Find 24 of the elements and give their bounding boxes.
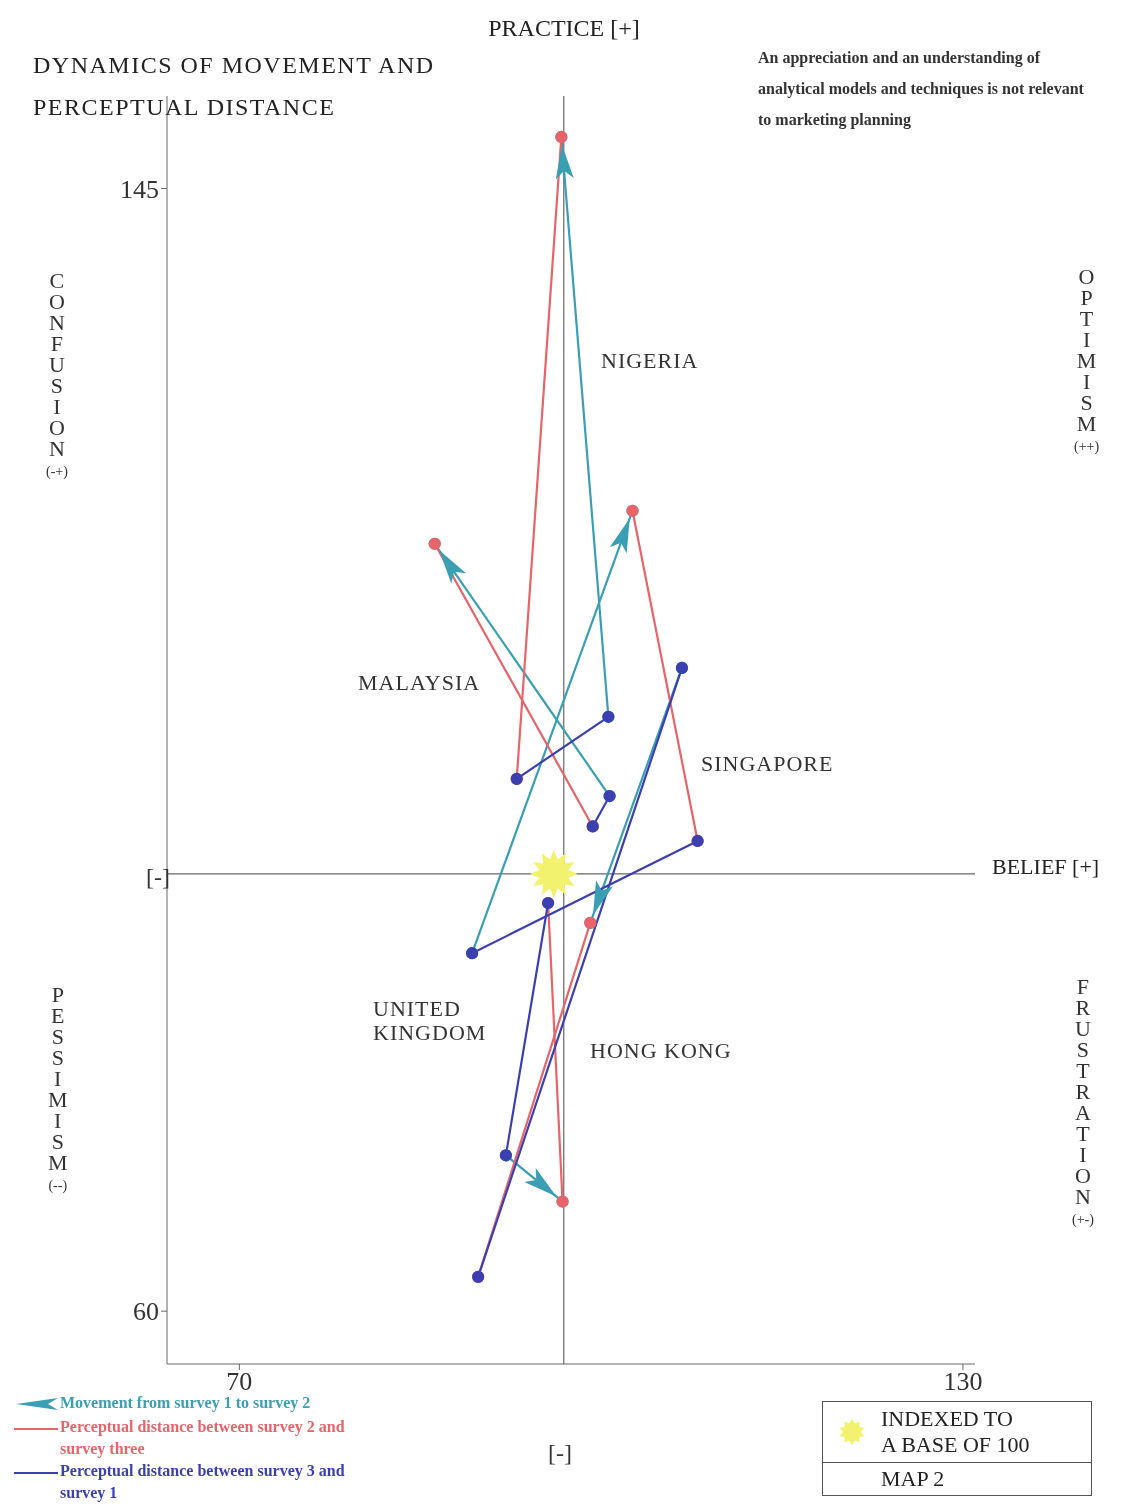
text: INDEXED TO A BASE OF 100 [881, 1406, 1030, 1457]
text: MAP 2 [881, 1466, 945, 1491]
annotation: MALAYSIA [358, 670, 481, 695]
annotation: An appreciation and an understanding of analytical models and techniques is not relevant to marketing planning [758, 49, 1084, 128]
x-tick-label: 70 [226, 1367, 253, 1397]
y-axis-title: PRACTICE [+] [488, 15, 640, 41]
annotation: NIGERIA [601, 348, 699, 373]
annotation: [-] [146, 864, 170, 890]
text: FRUSTRATION (+-) [1072, 974, 1094, 1227]
chart-title: DYNAMICS OF MOVEMENT AND PERCEPTUAL DISTANCE [33, 52, 435, 120]
text: PESSIMISM (--) [48, 982, 68, 1193]
text: CONFUSION (-+) [46, 268, 68, 479]
text: [-] [548, 1440, 572, 1466]
annotation: HONG KONG [590, 1038, 732, 1063]
legend-label: Movement from survey 1 to survey 2 [60, 1394, 311, 1411]
annotation: SINGAPORE [701, 751, 834, 776]
y-tick-label: 145 [120, 174, 159, 204]
y-tick-label: 60 [133, 1297, 159, 1327]
annotation: UNITED KINGDOM [373, 996, 487, 1045]
text: OPTIMISM (++) [1074, 264, 1100, 454]
x-axis-title: BELIEF [+] [992, 854, 1100, 879]
x-tick-label: 130 [943, 1367, 983, 1397]
legend-label: Perceptual distance between survey 3 and survey 1 [60, 1462, 345, 1501]
legend-label: Perceptual distance between survey 2 and survey three [60, 1418, 345, 1457]
